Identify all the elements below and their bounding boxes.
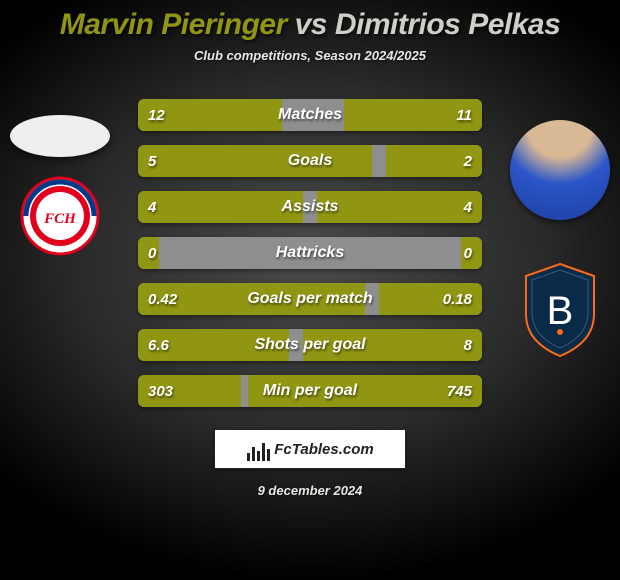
vs-separator: vs: [295, 8, 327, 41]
stat-row: 0.420.18Goals per match: [138, 283, 482, 315]
stat-label: Goals per match: [138, 283, 482, 315]
stat-row: 303745Min per goal: [138, 375, 482, 407]
page-title: Marvin Pieringer vs Dimitrios Pelkas: [0, 0, 620, 42]
stat-row: 1211Matches: [138, 99, 482, 131]
stat-label: Assists: [138, 191, 482, 223]
svg-text:B: B: [547, 289, 574, 333]
player2-name: Dimitrios Pelkas: [335, 8, 560, 41]
stat-label: Matches: [138, 99, 482, 131]
player1-avatar: [10, 115, 110, 157]
comparison-chart: 1211Matches 52Goals 44Assists 00Hattricks 0.…: [138, 99, 482, 407]
chart-icon: [246, 437, 270, 461]
svg-text:FCH: FCH: [43, 211, 77, 227]
stat-row: 44Assists: [138, 191, 482, 223]
stat-label: Hattricks: [138, 237, 482, 269]
brand-footer: FcTables.com: [214, 429, 406, 469]
player1-club-badge: FCH: [20, 176, 100, 264]
stat-label: Goals: [138, 145, 482, 177]
player1-name: Marvin Pieringer: [60, 8, 287, 41]
player2-avatar: [510, 120, 610, 220]
brand-text: FcTables.com: [274, 441, 373, 458]
footer-date: 9 december 2024: [0, 483, 620, 498]
stat-label: Min per goal: [138, 375, 482, 407]
stat-row: 00Hattricks: [138, 237, 482, 269]
stat-row: 6.68Shots per goal: [138, 329, 482, 361]
subtitle: Club competitions, Season 2024/2025: [0, 48, 620, 63]
player2-club-badge: B: [520, 262, 600, 358]
stat-row: 52Goals: [138, 145, 482, 177]
stat-label: Shots per goal: [138, 329, 482, 361]
